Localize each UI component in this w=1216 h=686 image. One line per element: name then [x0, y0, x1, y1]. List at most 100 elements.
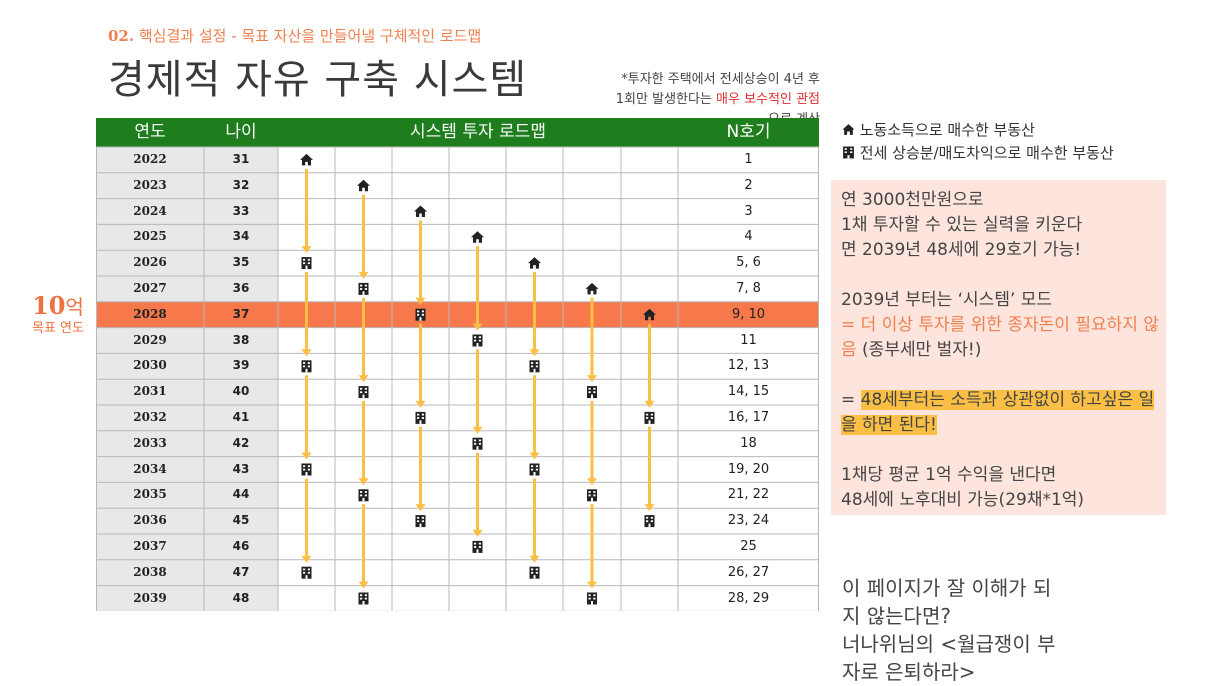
year-cell: 2034	[133, 461, 167, 476]
year-cell: 2037	[133, 539, 167, 553]
arrow-head	[358, 375, 369, 383]
legend-house-label: 노동소득으로 매수한 부동산	[859, 121, 1035, 139]
building-icon	[644, 515, 655, 528]
note-emphasis: 매우 보수적인 관점	[716, 92, 820, 107]
n-unit-cell: 3	[744, 203, 753, 219]
arrow-head	[529, 452, 540, 460]
building-icon	[358, 489, 369, 502]
summary-text: 연 3000천만원으로 1채 투자할 수 있는 실력을 키운다 면 2039년 …	[841, 188, 1161, 513]
goal-unit: 억	[65, 295, 84, 319]
row-label-bg	[96, 353, 278, 380]
no-seed-money-text: = 더 이상 투자를 위한 종자돈이 필요하지 않음	[841, 315, 1159, 360]
age-cell: 42	[232, 435, 250, 450]
summary-line: 1채 투자할 수 있는 실력을 키운다	[841, 215, 1083, 235]
row-label-bg	[96, 585, 278, 611]
year-cell: 2028	[133, 306, 167, 321]
arrow-head	[301, 452, 312, 460]
header-age: 나이	[225, 122, 257, 142]
arrow-head	[358, 271, 369, 279]
summary-box: 연 3000천만원으로 1채 투자할 수 있는 실력을 키운다 면 2039년 …	[831, 180, 1166, 515]
no-seed-money-line: = 더 이상 투자를 위한 종자돈이 필요하지 않음 (종부세만 벌자!)	[841, 313, 1161, 363]
row-label-bg	[96, 198, 278, 225]
arrow-head	[415, 297, 426, 305]
tax-note: (종부세만 벌자!)	[856, 340, 982, 360]
building-icon	[587, 489, 597, 502]
year-cell: 2022	[133, 152, 167, 166]
building-icon	[301, 257, 312, 270]
row-label-bg	[96, 276, 278, 302]
book-line: 지 않는다면?	[842, 604, 951, 628]
summary-line: 면 2039년 48세에 29호기 가능!	[841, 240, 1082, 260]
year-cell: 2036	[133, 513, 167, 528]
book-recommendation: 이 페이지가 잘 이해가 되 지 않는다면? 너나위님의 <월급쟁이 부 자로 …	[842, 574, 1142, 686]
goal-year-label: 목표 연도	[32, 321, 84, 336]
age-cell: 37	[232, 306, 250, 321]
building-icon	[415, 411, 426, 424]
n-unit-cell: 26, 27	[727, 564, 770, 580]
year-cell: 2032	[133, 410, 167, 424]
age-cell: 31	[232, 152, 250, 166]
n-unit-cell: 18	[740, 435, 757, 451]
book-line: 자로 은퇴하라>	[842, 660, 976, 684]
house-icon	[414, 205, 427, 217]
age-cell: 47	[232, 564, 250, 579]
building-icon	[472, 437, 483, 450]
age-cell: 34	[232, 229, 250, 244]
note-line-2a: 1회만 발생한다는	[615, 92, 717, 107]
summary-line: 1채당 평균 1억 수익을 낸다면	[841, 465, 1057, 485]
n-unit-cell: 5, 6	[736, 255, 761, 271]
building-icon	[587, 386, 597, 399]
n-unit-cell: 21, 22	[727, 487, 770, 503]
building-icon	[301, 566, 312, 579]
year-cell: 2030	[133, 358, 167, 373]
arrow-head	[644, 504, 655, 512]
row-label-bg	[96, 456, 278, 483]
n-unit-cell: 16, 17	[727, 410, 770, 425]
building-icon	[358, 386, 369, 399]
house-icon	[842, 124, 855, 135]
n-unit-cell: 1	[744, 152, 753, 167]
year-cell: 2033	[133, 435, 167, 450]
summary-line: 연 3000천만원으로	[841, 190, 984, 210]
n-unit-cell: 25	[740, 539, 757, 554]
arrow-head	[472, 529, 483, 537]
assumption-note: *투자한 주택에서 전세상승이 4년 후 1회만 발생한다는 매우 보수적인 관…	[540, 70, 820, 120]
n-unit-cell: 11	[740, 332, 757, 348]
header-year: 연도	[134, 122, 166, 142]
building-icon	[358, 282, 369, 295]
building-icon	[301, 463, 312, 476]
age-cell: 38	[232, 332, 250, 347]
house-icon	[585, 282, 599, 295]
header-n-units: N호기	[726, 122, 771, 142]
arrow-head	[358, 581, 369, 589]
house-icon	[528, 257, 541, 269]
year-cell: 2031	[133, 384, 167, 399]
note-line-2: 1회만 발생한다는 매우 보수적인 관점	[540, 90, 820, 110]
house-icon	[471, 231, 484, 243]
arrow-head	[415, 504, 426, 512]
legend-building: 전세 상승분/매도차익으로 매수한 부동산	[842, 144, 1132, 162]
row-label-bg	[96, 405, 278, 431]
year-cell: 2038	[133, 564, 167, 579]
year-cell: 2027	[133, 281, 167, 295]
arrow-head	[415, 400, 426, 408]
building-icon	[843, 146, 854, 159]
age-cell: 39	[232, 358, 250, 373]
system-mode-line: 2039년 부터는 ‘시스템’ 모드	[841, 290, 1053, 310]
age-cell: 43	[232, 461, 250, 476]
age-cell: 44	[232, 487, 250, 502]
arrow-head	[587, 478, 597, 486]
row-label-bg	[96, 430, 278, 457]
building-icon	[472, 540, 483, 553]
year-cell: 2029	[133, 332, 167, 347]
n-unit-cell: 28, 29	[727, 590, 770, 606]
building-icon	[472, 334, 483, 347]
goal-number: 10	[32, 291, 66, 320]
goal-amount: 10억	[18, 292, 98, 321]
row-label-bg	[96, 482, 278, 509]
n-unit-cell: 12, 13	[727, 358, 770, 374]
n-unit-cell: 7, 8	[736, 281, 761, 296]
building-icon	[529, 463, 540, 476]
arrow-head	[301, 349, 312, 357]
building-icon	[358, 592, 369, 605]
